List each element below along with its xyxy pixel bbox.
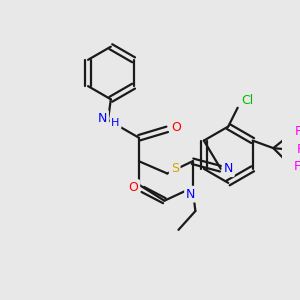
Text: S: S xyxy=(171,162,179,175)
Text: H: H xyxy=(111,118,120,128)
Text: F: F xyxy=(293,160,300,173)
Text: N: N xyxy=(186,188,195,201)
Text: O: O xyxy=(172,121,182,134)
Text: Cl: Cl xyxy=(241,94,253,107)
Text: F: F xyxy=(295,125,300,138)
Text: O: O xyxy=(128,181,138,194)
Text: N: N xyxy=(98,112,107,124)
Text: N: N xyxy=(224,162,233,175)
Text: F: F xyxy=(297,143,300,157)
